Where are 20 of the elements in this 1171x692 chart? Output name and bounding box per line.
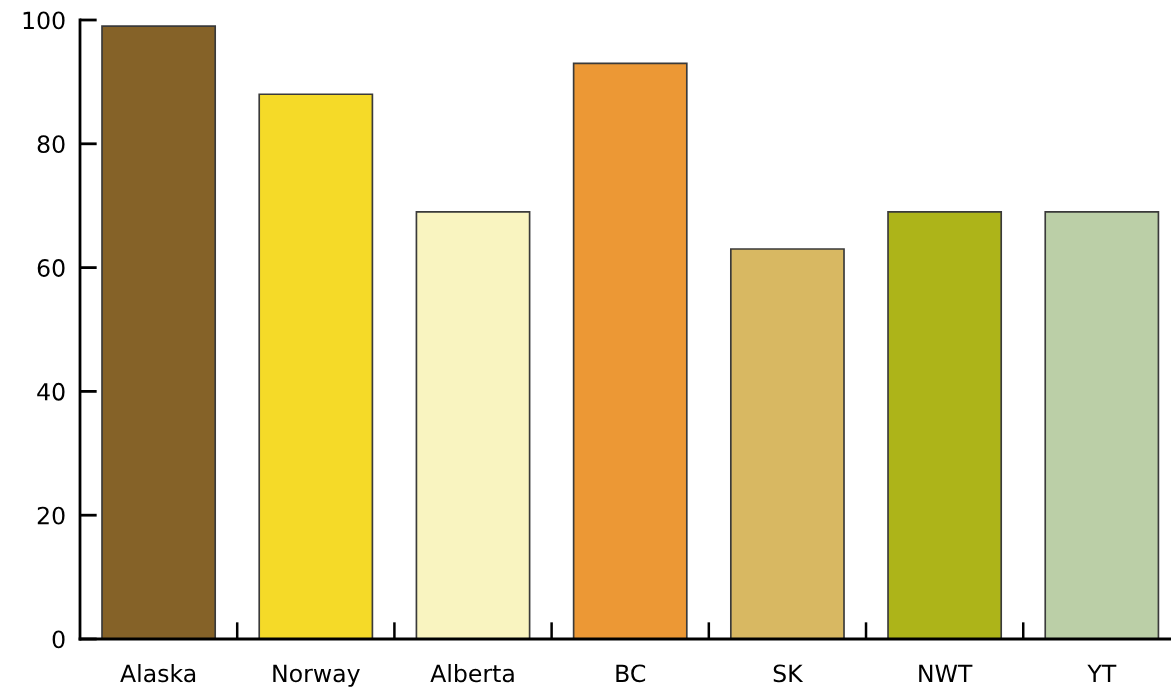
x-tick-label: SK [773,664,804,683]
x-tick-label: Alaska [120,664,196,683]
bar [415,211,531,639]
y-tick-label: 100 [23,11,65,30]
x-tick-label: BC [616,664,646,683]
bar [101,25,217,639]
y-tick-label: 0 [52,630,65,649]
x-tick-label: Norway [273,664,360,687]
bar [729,248,845,639]
x-tick-label: YT [1087,664,1117,682]
y-tick-label: 20 [37,506,65,525]
y-tick-label: 80 [37,135,65,154]
x-tick-label: Alberta [430,664,514,683]
x-tick-label: NWT [919,664,973,682]
y-tick-label: 60 [37,259,65,277]
bar [572,62,688,639]
bar [887,211,1003,639]
bar [258,93,374,639]
y-tick-label: 40 [37,382,65,401]
bar [1044,211,1160,639]
